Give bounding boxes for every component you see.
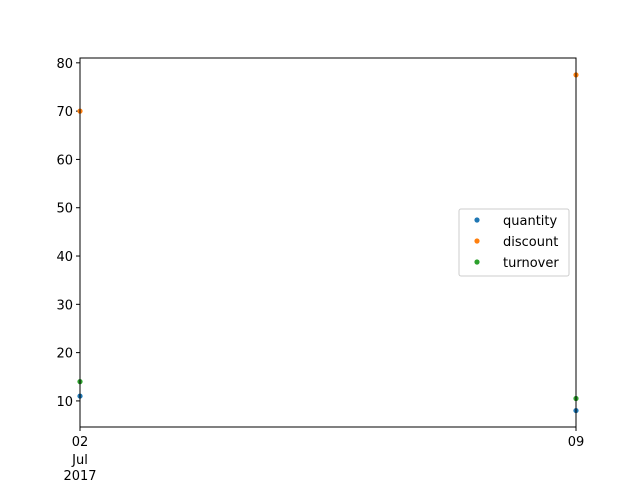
x-tick-label: 09 xyxy=(568,435,585,450)
y-tick-label: 10 xyxy=(56,395,73,410)
legend-marker xyxy=(474,259,480,265)
y-tick-label: 70 xyxy=(56,105,73,120)
y-tick-label: 80 xyxy=(56,57,73,72)
legend-item-discount: discount xyxy=(474,235,558,250)
legend-marker xyxy=(474,238,480,244)
x-tick-sublabel: Jul xyxy=(71,453,88,468)
x-tick-sublabel: 2017 xyxy=(63,469,96,480)
legend-box xyxy=(458,208,570,277)
y-tick-label: 60 xyxy=(56,153,73,168)
legend-item-turnover: turnover xyxy=(474,256,559,271)
plot-frame xyxy=(79,57,577,428)
legend: quantity discount turnover xyxy=(458,208,570,277)
legend-label: discount xyxy=(503,235,558,250)
y-tick-label: 40 xyxy=(56,250,73,265)
legend-marker xyxy=(474,217,480,223)
y-tick-label: 30 xyxy=(56,298,73,313)
y-tick-label: 20 xyxy=(56,347,73,362)
y-tick-label: 50 xyxy=(56,202,73,217)
x-tick-label: 02 xyxy=(72,435,89,450)
legend-item-quantity: quantity xyxy=(474,214,558,229)
legend-label: turnover xyxy=(503,256,559,271)
legend-label: quantity xyxy=(503,214,558,229)
